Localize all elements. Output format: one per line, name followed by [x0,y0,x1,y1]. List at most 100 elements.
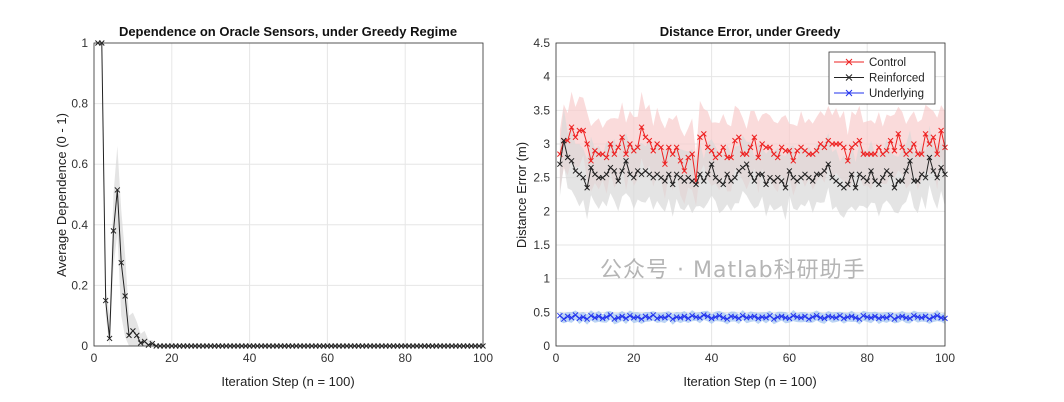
data-point [755,315,762,322]
data-point [899,144,906,151]
data-point [646,314,653,321]
x-tick-label: 100 [935,351,955,365]
data-point [883,147,890,154]
data-point [918,151,925,157]
data-point [732,314,738,320]
data-point [697,171,703,178]
data-point [623,315,629,322]
x-tick-label: 40 [705,351,719,365]
data-point [603,314,610,320]
data-point [595,313,602,320]
data-point [634,314,641,320]
data-point [770,316,777,322]
data-point [580,174,587,181]
data-point [732,174,738,181]
data-point [646,137,653,144]
data-point [572,134,579,141]
x-tick-label: 20 [627,351,641,365]
data-point [786,315,793,322]
data-point [844,181,851,188]
data-point [712,314,719,320]
dependence-chart: 0 20 40 60 80 100 0 0.2 0.4 0.6 0.8 1 Dependence on … [54,24,493,389]
data-point [805,316,812,322]
data-point [145,342,152,348]
data-point [662,178,668,184]
data-point [130,327,136,334]
data-point [588,157,594,164]
confidence-band [559,310,945,325]
data-point [728,154,734,161]
data-point [821,144,828,151]
data-point [899,313,906,320]
data-point [685,315,692,322]
data-point [868,168,874,174]
data-point [627,312,633,319]
data-point [133,332,140,339]
x-tick-label: 0 [553,351,560,365]
data-point [930,314,937,320]
legend-marker [845,58,853,66]
data-point [848,171,855,178]
series-line [559,140,946,190]
data-point [763,314,769,321]
series-line [559,125,946,182]
data-point [720,144,727,151]
data-point [926,316,933,322]
data-point [844,157,851,164]
data-point [852,314,859,321]
data-point [603,154,610,161]
data-point [774,154,781,161]
data-point [852,184,859,191]
data-point [658,144,664,151]
data-point [114,187,121,193]
data-point [798,314,804,321]
chart-title: Dependence on Oracle Sensors, under Gree… [119,24,457,39]
data-point [669,316,676,322]
x-axis-label: Iteration Step (n = 100) [221,374,354,389]
data-point [922,174,929,181]
y-axis-label: Average Dependence (0 - 1) [54,113,69,277]
data-point [938,127,944,134]
data-point [876,181,882,188]
data-point [102,297,109,304]
legend-marker [845,89,853,97]
data-point [724,171,731,178]
data-point [926,154,933,161]
data-point [743,151,750,157]
data-point [899,178,906,184]
data-point [627,141,633,147]
y-tick-label: 1.5 [533,238,550,252]
x-tick-label: 80 [399,351,413,365]
data-point [603,171,610,178]
chart-title: Distance Error, under Greedy [660,24,841,39]
data-point [568,124,575,131]
data-point [747,171,754,178]
data-point [720,314,727,321]
data-point [576,315,583,322]
y-tick-label: 0.8 [71,97,88,111]
data-point [700,312,707,318]
data-point [763,181,769,188]
data-point [914,178,921,184]
data-point [872,151,878,157]
y-tick-label: 1 [81,36,88,50]
data-point [868,314,874,321]
data-point [895,131,902,137]
data-point [879,174,886,181]
data-point [560,137,567,144]
data-point [592,314,598,321]
y-tick-label: 0.6 [71,157,88,171]
y-tick-label: 0.4 [71,218,88,232]
data-point [665,144,672,151]
data-point [708,147,715,154]
x-tick-label: 80 [861,351,875,365]
confidence-band [559,108,945,221]
data-point [630,174,637,181]
data-point [930,134,937,141]
data-point [876,144,882,151]
data-point [704,313,711,320]
data-point [588,312,594,319]
data-point [708,315,715,322]
y-tick-label: 4.5 [533,36,550,50]
y-tick-label: 0.2 [71,278,88,292]
